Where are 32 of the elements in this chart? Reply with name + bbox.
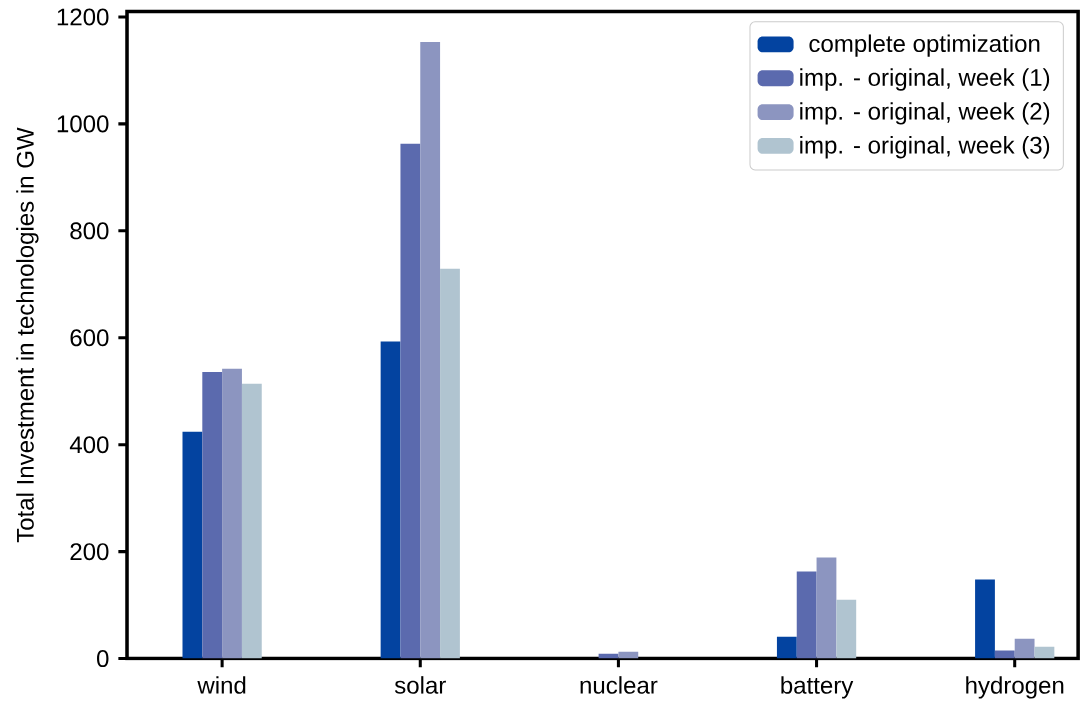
legend-label: imp. - original, week (3): [800, 136, 1050, 159]
x-tick-label: wind: [197, 676, 246, 694]
y-tick-label: 400: [69, 436, 109, 454]
bar: [202, 371, 223, 659]
y-tick-label: 1200: [57, 8, 109, 26]
bar: [241, 383, 262, 659]
bar: [380, 341, 401, 659]
legend-label: complete optimization: [809, 34, 1040, 57]
bar: [420, 42, 441, 659]
x-tick-label: solar: [394, 676, 446, 694]
bar: [796, 571, 817, 659]
y-tick-label: 800: [70, 222, 109, 240]
x-tick-label: battery: [781, 676, 854, 699]
bar: [222, 368, 242, 659]
y-tick-label: 600: [70, 329, 109, 347]
y-axis-title: Total Investment in technologies in GW: [16, 127, 39, 543]
legend-label: imp. - original, week (1): [800, 68, 1050, 91]
bar: [975, 579, 995, 659]
bar: [816, 557, 837, 659]
y-tick-label: 1000: [57, 115, 109, 133]
bar: [1014, 638, 1035, 659]
bar: [440, 268, 460, 659]
y-tick-label: 200: [70, 543, 109, 561]
bar: [1034, 646, 1055, 659]
bar: [836, 599, 857, 659]
y-tick-label: 0: [97, 650, 109, 668]
bar: [182, 431, 203, 659]
bar: [400, 143, 421, 659]
legend-label: imp. - original, week (2): [800, 102, 1050, 125]
bar: [776, 636, 797, 659]
x-tick-label: nuclear: [580, 676, 658, 694]
x-tick-label: hydrogen: [966, 676, 1064, 699]
